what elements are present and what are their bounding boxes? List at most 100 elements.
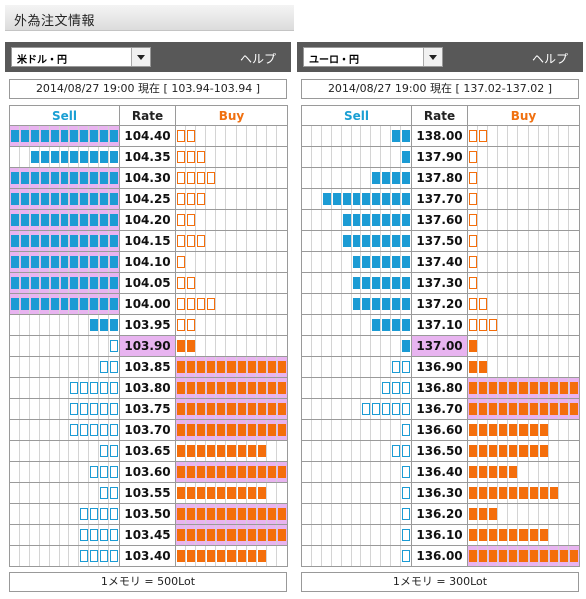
buy-lot-block <box>539 382 548 394</box>
sell-lot-block <box>110 172 118 184</box>
sell-lot-block <box>11 235 19 247</box>
order-book-row: 103.90 <box>9 335 288 357</box>
sell-lot-block <box>90 298 99 310</box>
page-title: 外為注文情報 <box>14 14 96 29</box>
current-rate-cell: 137.00 <box>411 335 468 357</box>
sell-lot-block <box>70 424 79 436</box>
order-book-row: 137.20 <box>301 293 580 315</box>
order-book-row: 104.35 <box>9 146 288 168</box>
sell-volume-cell <box>301 398 412 420</box>
sell-lot-block <box>100 403 109 415</box>
sell-lot-block <box>70 193 79 205</box>
buy-lot-block <box>217 487 226 499</box>
rate-cell: 137.50 <box>411 230 468 252</box>
sell-volume-cell <box>301 482 412 504</box>
sell-lot-block <box>110 130 118 142</box>
help-link[interactable]: ヘルプ <box>239 52 276 66</box>
chevron-down-icon[interactable] <box>131 48 150 66</box>
sell-lot-block <box>100 256 109 268</box>
sell-lot-block <box>382 214 391 226</box>
buy-lot-block <box>549 382 558 394</box>
buy-volume-cell <box>467 398 580 420</box>
buy-lot-block <box>489 382 498 394</box>
sell-volume-cell <box>9 230 120 252</box>
sell-lot-block <box>392 403 401 415</box>
sell-lot-block <box>362 277 371 289</box>
sell-lot-block <box>50 298 59 310</box>
sell-volume-cell <box>9 272 120 294</box>
order-book-row: 136.80 <box>301 377 580 399</box>
buy-volume-cell <box>175 356 288 378</box>
buy-lot-block <box>469 130 478 142</box>
rate-cell: 103.75 <box>119 398 176 420</box>
buy-lot-block <box>479 319 488 331</box>
buy-lot-block <box>177 424 186 436</box>
sell-lot-block <box>80 277 89 289</box>
buy-lot-block <box>177 172 186 184</box>
sell-lot-block <box>382 256 391 268</box>
buy-lot-block <box>469 382 478 394</box>
buy-lot-block <box>277 466 286 478</box>
sell-lot-block <box>372 256 381 268</box>
buy-lot-block <box>509 424 518 436</box>
sell-lot-block <box>60 256 69 268</box>
sell-lot-block <box>342 214 351 226</box>
buy-lot-block <box>207 172 216 184</box>
currency-pair-select[interactable]: ユーロ・円 <box>303 47 443 67</box>
sell-lot-block <box>402 466 410 478</box>
chevron-down-icon[interactable] <box>423 48 442 66</box>
sell-lot-block <box>392 298 401 310</box>
buy-lot-block <box>177 340 186 352</box>
order-book-row: 136.30 <box>301 482 580 504</box>
rate-cell: 104.25 <box>119 188 176 210</box>
sell-lot-block <box>372 298 381 310</box>
buy-lot-block <box>267 361 276 373</box>
rate-cell: 136.30 <box>411 482 468 504</box>
sell-lot-block <box>80 214 89 226</box>
buy-lot-block <box>207 487 216 499</box>
sell-lot-block <box>80 193 89 205</box>
buy-volume-cell <box>175 482 288 504</box>
buy-lot-block <box>469 235 478 247</box>
buy-lot-block <box>489 487 498 499</box>
buy-lot-block <box>257 550 266 562</box>
sell-lot-block <box>402 529 410 541</box>
help-link[interactable]: ヘルプ <box>531 52 568 66</box>
panel-header: ユーロ・円 ヘルプ <box>297 42 583 72</box>
buy-lot-block <box>479 550 488 562</box>
sell-lot-block <box>402 151 410 163</box>
buy-lot-block <box>207 361 216 373</box>
sell-lot-block <box>80 172 89 184</box>
buy-lot-block <box>207 424 216 436</box>
buy-lot-block <box>469 529 478 541</box>
sell-lot-block <box>110 298 118 310</box>
rate-cell: 104.35 <box>119 146 176 168</box>
rate-cell: 104.20 <box>119 209 176 231</box>
buy-lot-block <box>469 424 478 436</box>
sell-lot-block <box>100 151 109 163</box>
buy-lot-block <box>267 529 276 541</box>
buy-lot-block <box>489 424 498 436</box>
rate-cell: 104.05 <box>119 272 176 294</box>
sell-lot-block <box>90 319 99 331</box>
sell-lot-block <box>80 130 89 142</box>
sell-lot-block <box>110 487 118 499</box>
buy-lot-block <box>539 487 548 499</box>
sell-lot-block <box>60 172 69 184</box>
sell-lot-block <box>402 403 410 415</box>
order-book-row: 104.40 <box>9 125 288 147</box>
sell-lot-block <box>100 424 109 436</box>
sell-lot-block <box>80 529 89 541</box>
sell-lot-block <box>382 298 391 310</box>
sell-volume-cell <box>301 461 412 483</box>
sell-lot-block <box>70 277 79 289</box>
buy-lot-block <box>187 214 196 226</box>
order-book-row: 137.40 <box>301 251 580 273</box>
sell-lot-block <box>60 235 69 247</box>
panel-header: 米ドル・円 ヘルプ <box>5 42 291 72</box>
buy-lot-block <box>469 445 478 457</box>
sell-lot-block <box>70 172 79 184</box>
sell-lot-block <box>352 193 361 205</box>
order-book-row: 137.70 <box>301 188 580 210</box>
currency-pair-select[interactable]: 米ドル・円 <box>11 47 151 67</box>
